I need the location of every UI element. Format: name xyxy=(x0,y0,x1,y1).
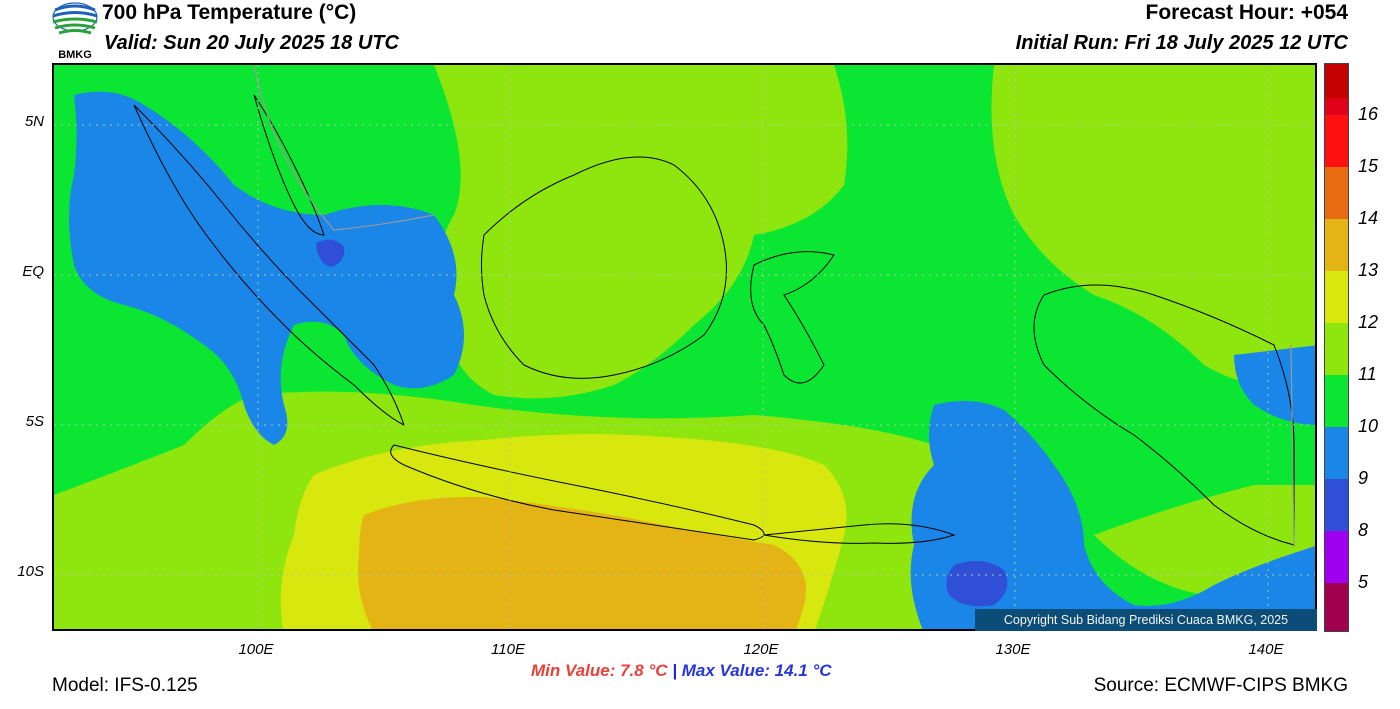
colorbar-segment xyxy=(1325,219,1348,271)
colorbar-segment xyxy=(1325,479,1348,531)
valid-time: Valid: Sun 20 July 2025 18 UTC xyxy=(104,32,399,54)
colorbar-label-16: 16 xyxy=(1358,104,1379,124)
color-scale-bar xyxy=(1324,63,1349,632)
bmkg-logo-icon: BMKG xyxy=(52,2,98,61)
bmkg-logo: BMKG xyxy=(50,0,100,62)
coast-java xyxy=(390,444,765,541)
colorbar-segment xyxy=(1325,98,1348,115)
coast-borneo xyxy=(481,156,727,379)
temperature-map xyxy=(52,63,1317,631)
max-value: Max Value: 14.1 °C xyxy=(681,661,832,680)
colorbar-label-15: 15 xyxy=(1358,156,1379,176)
lat-label-10s: 10S xyxy=(17,563,44,580)
colorbar-segment xyxy=(1325,583,1348,631)
colorbar-segment xyxy=(1325,271,1348,323)
colorbar-segment xyxy=(1325,323,1348,375)
lon-label-120e: 120E xyxy=(743,641,779,658)
colorbar-label-9: 9 xyxy=(1358,468,1369,488)
colorbar-label-8: 8 xyxy=(1358,520,1369,540)
colorbar-segment xyxy=(1325,115,1348,167)
source-info: Source: ECMWF-CIPS BMKG xyxy=(1093,675,1348,696)
field-blue-east xyxy=(910,401,1315,629)
colorbar-segment xyxy=(1325,427,1348,479)
field-orange xyxy=(358,496,806,629)
colorbar-segment xyxy=(1325,531,1348,583)
lon-label-100e: 100E xyxy=(238,641,274,658)
field-lime-central xyxy=(434,65,848,399)
colorbar-label-5: 5 xyxy=(1358,572,1369,592)
min-value: Min Value: 7.8 °C xyxy=(531,661,668,680)
lon-label-140e: 140E xyxy=(1248,641,1284,658)
colorbar-label-11: 11 xyxy=(1358,364,1377,384)
colorbar-label-14: 14 xyxy=(1358,208,1379,228)
coast-malaya xyxy=(253,94,325,236)
svg-text:BMKG: BMKG xyxy=(58,49,92,61)
colorbar-segment xyxy=(1325,375,1348,427)
lat-label-5n: 5N xyxy=(24,113,44,130)
colorbar-label-13: 13 xyxy=(1358,260,1379,280)
field-lime-east xyxy=(991,65,1315,388)
colorbar-segment xyxy=(1325,167,1348,219)
border-png xyxy=(1290,344,1295,546)
min-max-values: Min Value: 7.8 °C | Max Value: 14.1 °C xyxy=(531,661,832,681)
coast-sulawesi xyxy=(750,251,835,384)
field-deep-blue-w xyxy=(316,239,345,267)
coast-sumatra xyxy=(133,104,405,426)
model-info: Model: IFS-0.125 xyxy=(52,675,198,696)
field-blue-ne xyxy=(1234,345,1315,425)
chart-title: 700 hPa Temperature (°C) xyxy=(102,1,357,24)
colorbar-segment xyxy=(1325,64,1348,98)
copyright-banner: Copyright Sub Bidang Prediksi Cuaca BMKG… xyxy=(975,609,1317,631)
value-separator: | xyxy=(672,661,678,680)
lat-label-5s: 5S xyxy=(25,413,44,430)
grid xyxy=(54,65,1315,629)
lon-label-110e: 110E xyxy=(491,641,525,658)
map-canvas xyxy=(54,65,1315,629)
colorbar-label-12: 12 xyxy=(1358,312,1379,332)
borders xyxy=(253,65,1295,546)
colorbar-label-10: 10 xyxy=(1358,416,1379,436)
initial-run: Initial Run: Fri 18 July 2025 12 UTC xyxy=(1015,32,1348,54)
field-deep-blue-se xyxy=(946,561,1008,607)
border-malaysia xyxy=(253,65,435,231)
lat-label-eq: EQ xyxy=(22,263,44,280)
forecast-hour: Forecast Hour: +054 xyxy=(1145,1,1349,24)
lon-label-130e: 130E xyxy=(995,641,1031,658)
coast-nusa-tenggara xyxy=(763,523,956,544)
